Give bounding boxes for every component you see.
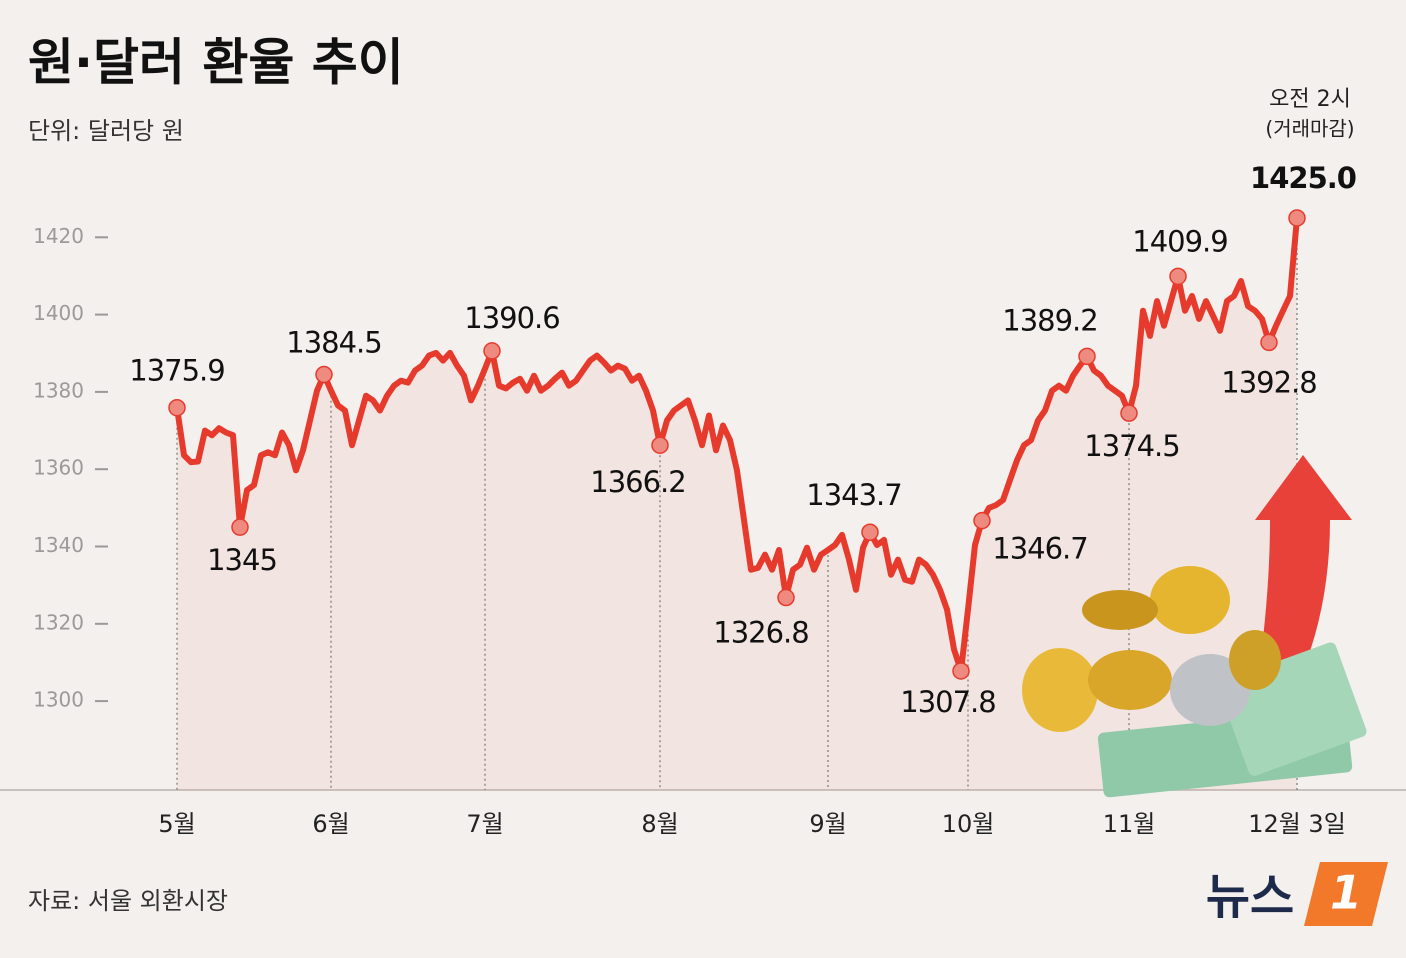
point — [483, 342, 501, 360]
point — [973, 511, 991, 530]
point — [1120, 404, 1138, 422]
y-tick-label: 1380 — [33, 378, 84, 402]
x-tick-label: 10월 — [942, 810, 995, 838]
x-tick-label: 6월 — [312, 810, 349, 838]
data-label: 1384.5 — [286, 326, 381, 360]
x-tick-label: 5월 — [158, 810, 195, 838]
data-label: 1425.0 — [1250, 161, 1356, 195]
y-tick-label: 1400 — [33, 301, 84, 325]
data-label: 1307.8 — [900, 685, 995, 719]
point — [168, 398, 186, 417]
data-label: 1326.8 — [713, 616, 808, 650]
y-tick-label: 1340 — [33, 533, 84, 557]
x-tick-label: 12월 3일 — [1248, 810, 1346, 838]
area — [177, 218, 1297, 790]
point — [861, 523, 879, 541]
illustration — [1022, 455, 1367, 798]
annotation: (거래마감) — [1265, 117, 1354, 141]
point — [1260, 333, 1278, 352]
chart-title: 원·달러 환율 추이 — [28, 34, 404, 92]
logo-badge — [1304, 862, 1388, 926]
x-tick-label: 7월 — [466, 810, 503, 838]
point — [952, 662, 970, 680]
y-tick-label: 1360 — [33, 456, 84, 480]
line — [174, 215, 1300, 674]
x-tick-label: 8월 — [641, 810, 678, 838]
data-label: 1346.7 — [992, 532, 1087, 566]
y-tick-label: 1320 — [33, 610, 84, 634]
chart-subtitle: 단위: 달러당 원 — [28, 117, 184, 145]
point — [315, 365, 333, 384]
source: 자료: 서울 외환시장 — [28, 887, 228, 915]
point — [777, 588, 795, 607]
point — [231, 518, 249, 536]
data-label: 1390.6 — [464, 301, 559, 335]
x-tick-label: 11월 — [1103, 810, 1156, 838]
data-label: 1366.2 — [590, 465, 685, 499]
point — [1169, 267, 1187, 286]
point — [651, 436, 669, 454]
data-label: 1392.8 — [1221, 365, 1316, 399]
data-label: 1374.5 — [1084, 429, 1179, 463]
logo-text: 뉴스 — [1206, 869, 1294, 925]
y-tick-label: 1420 — [33, 224, 84, 248]
annotation: 오전 2시 — [1269, 87, 1351, 112]
point — [1288, 209, 1306, 227]
data-label: 1389.2 — [1002, 303, 1097, 337]
y-tick-label: 1300 — [33, 688, 84, 712]
logo-number: 1 — [1330, 866, 1362, 920]
x-tick-label: 9월 — [809, 810, 846, 838]
data-label: 1409.9 — [1132, 224, 1227, 258]
data-label: 1375.9 — [129, 354, 224, 388]
data-label: 1343.7 — [806, 478, 901, 512]
point — [1078, 347, 1096, 366]
data-label: 1345 — [207, 543, 277, 577]
